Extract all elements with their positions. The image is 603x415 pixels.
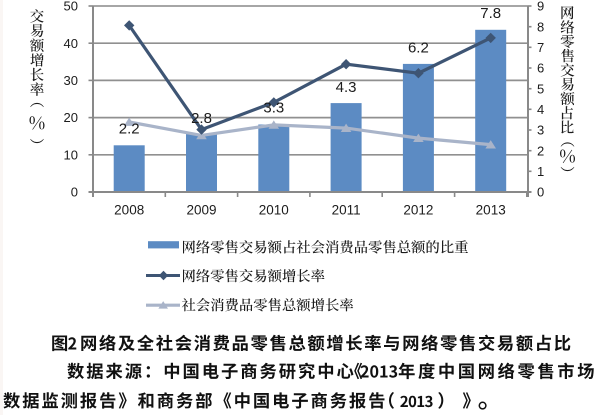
svg-text:8: 8 [537, 19, 544, 34]
svg-text:4.3: 4.3 [336, 79, 357, 96]
svg-text:6: 6 [537, 61, 544, 76]
svg-text:6.2: 6.2 [408, 40, 429, 57]
svg-text:0: 0 [537, 185, 544, 200]
svg-text:3.3: 3.3 [263, 100, 284, 117]
svg-text:20: 20 [64, 110, 78, 125]
svg-text:2: 2 [537, 143, 544, 158]
svg-text:5: 5 [537, 81, 544, 96]
svg-text:40: 40 [64, 36, 78, 51]
svg-text:2009: 2009 [186, 202, 216, 217]
svg-text:2012: 2012 [403, 202, 433, 217]
svg-text:2008: 2008 [114, 202, 144, 217]
svg-text:2013: 2013 [476, 202, 506, 217]
svg-text:2011: 2011 [332, 202, 361, 217]
svg-text:7: 7 [537, 40, 544, 55]
svg-text:0: 0 [71, 185, 78, 200]
svg-text:4: 4 [537, 102, 544, 117]
svg-text:2.2: 2.2 [119, 121, 140, 138]
svg-text:3: 3 [537, 123, 544, 138]
svg-text:7.8: 7.8 [480, 5, 501, 22]
svg-text:1: 1 [537, 164, 544, 179]
svg-text:50: 50 [64, 0, 78, 14]
svg-text:30: 30 [64, 73, 78, 88]
svg-text:10: 10 [64, 147, 78, 162]
svg-text:2010: 2010 [259, 202, 289, 217]
svg-text:2.8: 2.8 [191, 110, 212, 127]
svg-text:9: 9 [537, 0, 544, 14]
